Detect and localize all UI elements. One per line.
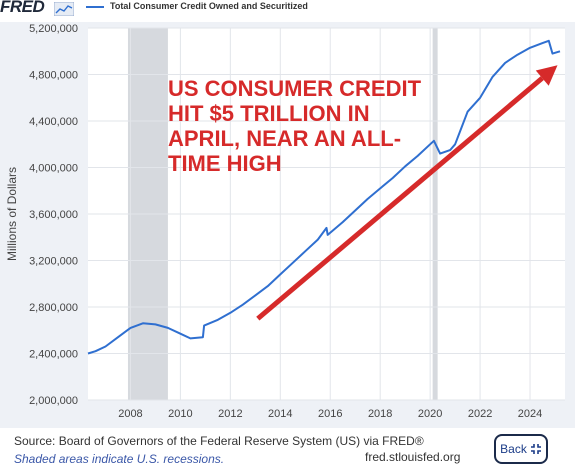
- y-tick-label-1: 2,400,000: [29, 349, 78, 361]
- y-tick-label-2: 2,800,000: [29, 302, 78, 314]
- annotation-line-0: US CONSUMER CREDIT: [168, 76, 422, 101]
- y-tick-label-7: 4,800,000: [29, 70, 78, 82]
- site-url: fred.stlouisfed.org: [365, 450, 461, 464]
- x-tick-label-3: 2014: [268, 408, 292, 420]
- legend-label: Total Consumer Credit Owned and Securiti…: [110, 1, 308, 11]
- back-label: Back: [500, 442, 527, 456]
- annotation-arrow-shaft: [256, 76, 544, 321]
- annotation-arrow-head: [535, 65, 558, 86]
- x-tick-label-0: 2008: [118, 408, 142, 420]
- x-tick-label-7: 2022: [468, 408, 492, 420]
- annotation-line-3: TIME HIGH: [168, 151, 282, 176]
- annotation-text: US CONSUMER CREDIT HIT $5 TRILLION IN APRI…: [168, 76, 422, 176]
- source-note: Source: Board of Governors of the Federa…: [14, 434, 424, 448]
- chart-header: FRED Total Consumer Credit Owned and Sec…: [0, 0, 575, 22]
- annotation-line-1: HIT $5 TRILLION IN: [168, 101, 370, 126]
- legend-swatch: [86, 6, 104, 8]
- y-tick-label-3: 3,200,000: [29, 256, 78, 268]
- x-tick-label-6: 2020: [418, 408, 442, 420]
- x-tick-label-5: 2018: [368, 408, 392, 420]
- series-line-0: [87, 39, 561, 355]
- y-axis-label: Millions of Dollars: [5, 167, 19, 261]
- y-tick-label-0: 2,000,000: [29, 395, 78, 407]
- collapse-icon: [530, 444, 541, 454]
- x-tick-label-2: 2012: [218, 408, 242, 420]
- x-tick-label-1: 2010: [168, 408, 192, 420]
- trend-line-icon: [54, 2, 74, 16]
- y-tick-label-5: 4,000,000: [29, 163, 78, 175]
- y-tick-label-6: 4,400,000: [29, 116, 78, 128]
- y-tick-label-8: 5,200,000: [29, 23, 78, 35]
- y-tick-label-4: 3,600,000: [29, 209, 78, 221]
- chart-footer: Source: Board of Governors of the Federa…: [0, 428, 575, 474]
- x-tick-label-4: 2016: [318, 408, 342, 420]
- line-chart: 2,000,000 2,400,000 2,800,000 3,200,000 3,60…: [5, 23, 565, 420]
- back-button[interactable]: Back: [494, 434, 548, 464]
- x-tick-label-8: 2024: [518, 408, 542, 420]
- fred-logo: FRED: [0, 0, 45, 16]
- annotation-line-2: APRIL, NEAR AN ALL-: [168, 126, 401, 151]
- recession-note: Shaded areas indicate U.S. recessions.: [14, 452, 225, 466]
